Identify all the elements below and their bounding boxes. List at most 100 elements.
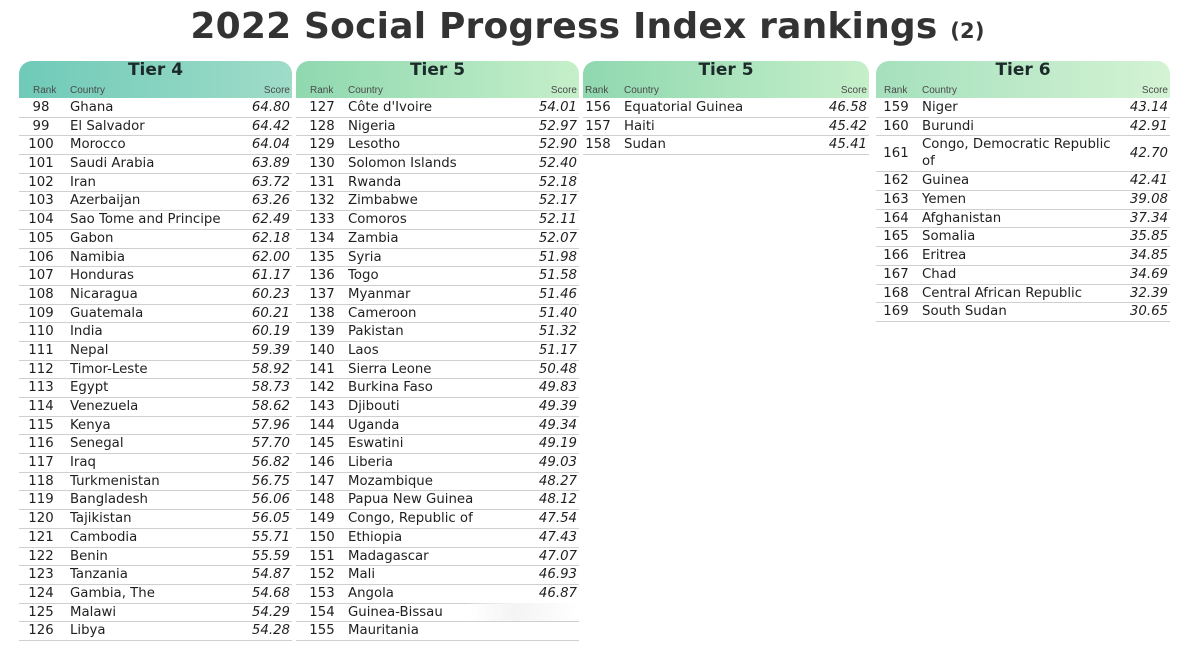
score-header: Score [550,85,577,96]
table-row: 155 Mauritania [296,622,579,641]
country-cell: Niger [922,100,958,115]
table-row: 116 Senegal 57.70 [19,435,292,455]
score-cell: 50.48 [538,361,577,377]
table-row: 141 Sierra Leone 50.48 [296,361,579,380]
rank-cell: 165 [883,229,909,245]
table-row: 137 Myanmar 51.46 [296,286,579,305]
country-cell: Burundi [922,118,975,134]
table-row: 108 Nicaragua 60.23 [19,286,292,305]
table-row: 101 Saudi Arabia 63.89 [19,155,292,174]
score-cell: 42.41 [1129,173,1168,189]
rank-cell: 115 [28,417,54,433]
score-cell: 47.07 [538,548,577,564]
score-cell: 63.26 [251,193,290,209]
country-cell: Mali [348,567,376,583]
tier-header: Tier 6 Rank Country Score [876,60,1170,98]
country-cell: Liberia [348,455,394,471]
country-cell: Zambia [348,230,399,246]
rank-cell: 116 [28,436,54,452]
rank-cell: 150 [309,529,335,545]
score-cell: 46.87 [538,585,577,601]
score-header: Score [263,85,290,96]
table-row: 134 Zambia 52.07 [296,230,579,249]
score-cell: 57.70 [251,436,290,452]
score-cell: 52.40 [538,156,577,172]
table-row: 163 Yemen 39.08 [876,191,1170,210]
country-cell: Chad [922,266,957,282]
score-cell: 52.07 [538,230,577,246]
country-cell: Sao Tome and Principe [70,212,221,228]
rank-cell: 154 [309,604,335,620]
country-cell: Egypt [70,380,109,396]
country-cell: Solomon Islands [348,156,457,172]
country-cell: Eritrea [922,248,967,264]
rank-cell: 99 [32,118,50,134]
table-row: 136 Togo 51.58 [296,267,579,286]
score-cell: 42.91 [1129,118,1168,134]
table-row: 149 Congo, Republic of 47.54 [296,510,579,529]
score-cell: 60.19 [251,324,290,340]
table-row: 103 Azerbaijan 63.26 [19,192,292,212]
score-cell: 61.17 [251,268,290,284]
country-cell: Uganda [348,417,400,433]
table-row: 157 Haiti 45.42 [583,118,869,137]
table-row: 162 Guinea 42.41 [876,172,1170,192]
rank-cell: 167 [883,266,909,282]
table-row: 146 Liberia 49.03 [296,454,579,473]
score-cell: 34.85 [1129,248,1168,264]
country-cell: Iran [70,174,96,190]
tier-column-1: Tier 4 Rank Country Score 98 Ghana 64.80 99 El S… [19,60,292,641]
table-row: 133 Comoros 52.11 [296,211,579,230]
score-cell: 60.23 [251,286,290,302]
table-row: 138 Cameroon 51.40 [296,305,579,324]
score-cell: 54.29 [251,604,290,620]
country-header: Country [348,85,384,96]
score-cell: 45.41 [828,137,867,153]
score-cell: 47.43 [538,529,577,545]
score-cell: 55.71 [251,529,290,545]
country-cell: Yemen [922,192,967,208]
country-cell: Somalia [922,229,976,245]
table-row: 153 Angola 46.87 [296,585,579,604]
ranking-list: 159 Niger 43.14 160 Burundi 42.91 161 Congo, De… [876,98,1170,322]
country-cell: Nicaragua [70,286,138,302]
title-suffix: (2) [950,19,985,43]
rank-cell: 110 [28,324,54,340]
country-cell: Mauritania [348,623,419,639]
country-cell: Myanmar [348,286,411,302]
country-cell: Angola [348,585,394,601]
rank-cell: 100 [28,137,54,153]
country-cell: Cameroon [348,305,417,321]
table-row: 119 Bangladesh 56.06 [19,491,292,511]
score-cell: 30.65 [1129,304,1168,320]
rank-cell: 112 [28,361,54,377]
table-row: 98 Ghana 64.80 [19,99,292,118]
rank-cell: 132 [309,193,335,209]
score-cell: 62.00 [251,249,290,265]
rank-cell: 139 [309,324,335,340]
score-cell: 52.17 [538,193,577,209]
table-row: 164 Afghanistan 37.34 [876,210,1170,229]
rank-cell: 114 [28,399,54,414]
table-row: 124 Gambia, The 54.68 [19,585,292,604]
country-cell: Equatorial Guinea [624,100,744,115]
rank-cell: 152 [309,567,335,583]
table-row: 139 Pakistan 51.32 [296,323,579,342]
rank-cell: 146 [309,455,335,471]
country-header: Country [922,85,958,96]
rank-header: Rank [884,85,908,96]
score-cell: 63.72 [251,174,290,190]
rank-cell: 127 [309,100,335,115]
table-row: 106 Namibia 62.00 [19,249,292,268]
score-cell: 64.04 [251,137,290,153]
rank-cell: 131 [309,174,335,190]
rank-cell: 133 [309,212,335,228]
table-row: 131 Rwanda 52.18 [296,174,579,193]
country-cell: Madagascar [348,548,429,564]
rank-cell: 129 [309,137,335,153]
rank-cell: 98 [32,100,50,115]
country-cell: Senegal [70,436,124,452]
rank-cell: 160 [883,118,909,134]
rank-cell: 126 [28,623,54,639]
country-cell: Afghanistan [922,210,1002,226]
